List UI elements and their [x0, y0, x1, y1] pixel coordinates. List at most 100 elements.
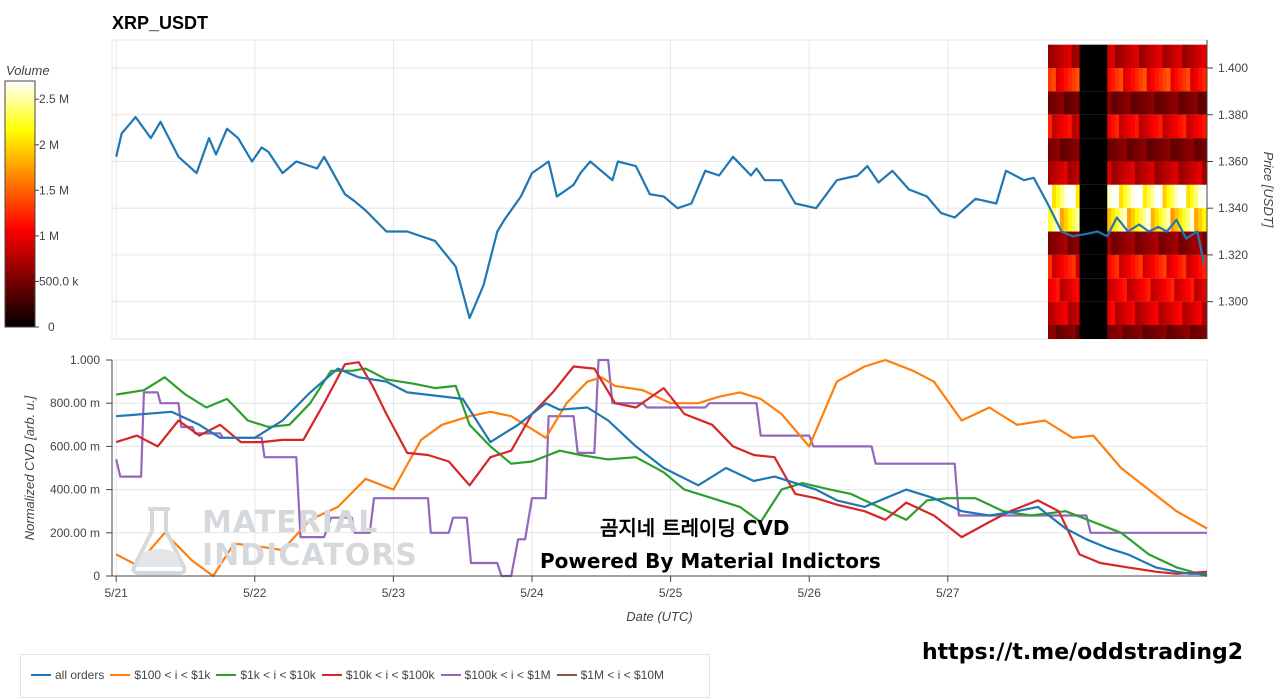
heatmap-cell	[1186, 91, 1191, 115]
heatmap-cell	[1075, 324, 1081, 339]
heatmap-cell	[1087, 91, 1092, 115]
heatmap-cell	[1134, 301, 1140, 325]
heatmap-cell	[1051, 114, 1057, 139]
legend-item[interactable]: $100k < i < $1M	[440, 668, 551, 682]
heatmap-cell	[1158, 278, 1164, 302]
heatmap-cell	[1107, 301, 1112, 325]
heatmap-cell	[1079, 231, 1085, 255]
heatmap-cell	[1095, 324, 1100, 339]
heatmap-cell	[1194, 91, 1199, 115]
heatmap-cell	[1111, 301, 1116, 325]
heatmap-cell	[1142, 231, 1148, 255]
heatmap-cell	[1103, 161, 1108, 185]
heatmap-cell	[1158, 114, 1164, 139]
heatmap-cell	[1079, 44, 1085, 69]
heatmap-cell	[1130, 91, 1136, 115]
heatmap-cell	[1138, 138, 1144, 162]
heatmap-cell	[1091, 324, 1096, 339]
colorbar-tick-label: 500.0 k	[39, 274, 79, 288]
heatmap-cell	[1170, 184, 1175, 209]
heatmap-cell	[1138, 68, 1144, 92]
heatmap-cell	[1095, 161, 1100, 185]
heatmap-cell	[1055, 161, 1061, 185]
heatmap-cell	[1170, 91, 1175, 115]
heatmap-cell	[1051, 68, 1057, 92]
legend-item[interactable]: $100 < i < $1k	[110, 668, 210, 682]
cvd-tick-label: 400.00 m	[50, 483, 100, 497]
heatmap-cell	[1071, 324, 1077, 339]
heatmap-cell	[1063, 231, 1069, 255]
heatmap-cell	[1182, 68, 1187, 92]
legend-item[interactable]: $10k < i < $100k	[321, 668, 435, 682]
heatmap-cell	[1071, 68, 1077, 92]
heatmap-cell	[1158, 208, 1164, 232]
heatmap-cell	[1115, 161, 1120, 185]
heatmap-cell	[1202, 231, 1207, 255]
flask-logo-icon	[131, 507, 187, 575]
heatmap-cell	[1198, 138, 1203, 162]
heatmap-cell	[1190, 324, 1195, 339]
heatmap-cell	[1202, 278, 1207, 302]
legend-label: $1M < i < $10M	[580, 668, 664, 682]
heatmap-cell	[1107, 161, 1112, 185]
heatmap-cell	[1071, 184, 1077, 209]
heatmap-cell	[1111, 138, 1116, 162]
heatmap-cell	[1099, 114, 1104, 139]
heatmap-cell	[1170, 324, 1175, 339]
heatmap-cell	[1166, 208, 1171, 232]
heatmap-cell	[1115, 91, 1120, 115]
heatmap-cell	[1146, 278, 1152, 302]
heatmap-cell	[1063, 208, 1069, 232]
heatmap-cell	[1087, 208, 1092, 232]
legend-item[interactable]: all orders	[31, 668, 104, 682]
heatmap-cell	[1162, 68, 1167, 92]
heatmap-cell	[1166, 44, 1171, 69]
heatmap-cell	[1048, 278, 1053, 302]
heatmap-cell	[1055, 254, 1061, 279]
heatmap-cell	[1091, 68, 1096, 92]
heatmap-cell	[1138, 184, 1144, 209]
heatmap-cell	[1119, 184, 1124, 209]
heatmap-cell	[1198, 68, 1203, 92]
heatmap-cell	[1083, 324, 1088, 339]
heatmap-cell	[1182, 138, 1187, 162]
heatmap-cell	[1154, 44, 1160, 69]
heatmap-cell	[1048, 184, 1053, 209]
heatmap-cell	[1150, 138, 1156, 162]
heatmap-cell	[1190, 91, 1195, 115]
heatmap-cell	[1107, 44, 1112, 69]
heatmap-cell	[1115, 68, 1120, 92]
x-tick-label: 5/21	[104, 586, 128, 600]
heatmap-cell	[1075, 184, 1081, 209]
heatmap-cell	[1087, 184, 1092, 209]
legend-item[interactable]: $1M < i < $10M	[556, 668, 664, 682]
heatmap-cell	[1154, 301, 1160, 325]
heatmap-cell	[1083, 208, 1088, 232]
heatmap-cell	[1127, 184, 1132, 209]
heatmap-cell	[1063, 184, 1069, 209]
heatmap-cell	[1134, 44, 1140, 69]
heatmap-cell	[1134, 231, 1140, 255]
heatmap-cell	[1055, 68, 1061, 92]
heatmap-cell	[1186, 231, 1191, 255]
legend-item[interactable]: $1k < i < $10k	[216, 668, 316, 682]
heatmap-cell	[1194, 278, 1199, 302]
heatmap-cell	[1071, 301, 1077, 325]
heatmap-cell	[1091, 161, 1096, 185]
heatmap-cell	[1178, 184, 1183, 209]
heatmap-cell	[1048, 91, 1053, 115]
heatmap-cell	[1138, 114, 1144, 139]
heatmap-cell	[1182, 44, 1187, 69]
cvd-line-r10k-100k	[115, 361, 1208, 575]
heatmap-cell	[1130, 68, 1136, 92]
heatmap-cell	[1158, 254, 1164, 279]
heatmap-cell	[1154, 114, 1160, 139]
heatmap-cell	[1127, 278, 1132, 302]
telegram-link[interactable]: https://t.me/oddstrading2	[922, 640, 1244, 665]
heatmap-cell	[1059, 301, 1065, 325]
legend-items: all orders $100 < i < $1k $1k < i < $10k $1…	[31, 668, 664, 682]
watermark-line2: INDICATORS	[202, 538, 418, 573]
heatmap-cell	[1178, 91, 1183, 115]
heatmap-cell	[1063, 138, 1069, 162]
